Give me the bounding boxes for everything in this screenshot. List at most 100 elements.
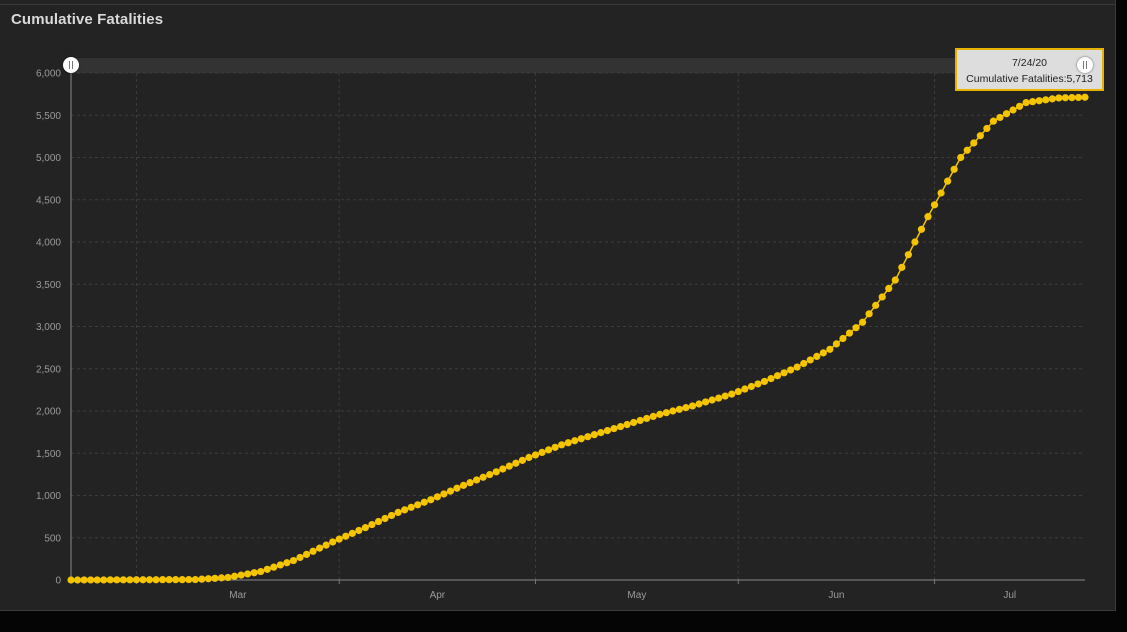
data-point[interactable] (741, 385, 749, 393)
data-point[interactable] (466, 479, 474, 487)
data-point[interactable] (872, 301, 880, 309)
data-point[interactable] (924, 213, 932, 221)
data-point[interactable] (224, 573, 232, 582)
data-point[interactable] (715, 394, 723, 402)
data-point[interactable] (643, 414, 651, 423)
data-point[interactable] (891, 276, 899, 284)
range-slider-track[interactable] (71, 58, 1085, 73)
data-point[interactable] (917, 225, 926, 233)
data-point[interactable] (787, 366, 795, 374)
data-point[interactable] (244, 570, 252, 578)
data-point[interactable] (930, 201, 939, 209)
data-point[interactable] (800, 359, 808, 368)
data-point[interactable] (276, 561, 284, 569)
data-point[interactable] (361, 524, 369, 532)
data-point[interactable] (728, 390, 736, 398)
data-point[interactable] (721, 392, 729, 400)
data-point[interactable] (885, 284, 893, 293)
data-point[interactable] (701, 398, 710, 406)
data-point[interactable] (832, 340, 841, 348)
data-point[interactable] (551, 443, 559, 451)
data-point[interactable] (505, 462, 513, 470)
data-point[interactable] (73, 576, 82, 584)
data-point[interactable] (309, 547, 317, 555)
data-point[interactable] (80, 576, 88, 584)
data-point[interactable] (1081, 93, 1089, 101)
data-point[interactable] (957, 153, 965, 162)
data-point[interactable] (531, 451, 540, 459)
range-slider-left-handle[interactable] (63, 57, 79, 73)
data-point[interactable] (793, 363, 801, 371)
data-point[interactable] (387, 511, 396, 520)
data-point[interactable] (283, 559, 291, 567)
data-point[interactable] (289, 556, 298, 565)
data-point[interactable] (322, 541, 330, 549)
data-point[interactable] (126, 576, 134, 584)
data-point[interactable] (394, 508, 402, 516)
data-point[interactable] (453, 484, 461, 492)
data-point[interactable] (1061, 94, 1069, 102)
data-point[interactable] (649, 412, 657, 421)
data-point[interactable] (217, 574, 226, 582)
data-point[interactable] (178, 576, 186, 584)
data-point[interactable] (486, 470, 494, 479)
data-point[interactable] (342, 532, 350, 540)
data-point[interactable] (512, 459, 520, 467)
data-point[interactable] (1022, 98, 1030, 107)
data-point[interactable] (433, 493, 441, 501)
data-point[interactable] (839, 334, 847, 343)
data-point[interactable] (571, 437, 579, 445)
data-point[interactable] (858, 318, 867, 326)
data-point[interactable] (492, 468, 500, 476)
data-point[interactable] (603, 427, 612, 435)
data-point[interactable] (1009, 106, 1017, 114)
data-point[interactable] (525, 453, 533, 462)
data-point[interactable] (67, 576, 75, 584)
data-point[interactable] (610, 424, 618, 433)
data-point[interactable] (1048, 95, 1056, 103)
data-point[interactable] (348, 529, 356, 537)
data-point[interactable] (518, 456, 526, 464)
data-point[interactable] (479, 473, 487, 481)
data-point[interactable] (538, 448, 546, 457)
data-point[interactable] (401, 506, 409, 514)
data-point[interactable] (230, 572, 239, 580)
data-point[interactable] (636, 416, 644, 425)
data-point[interactable] (172, 576, 180, 584)
data-point[interactable] (747, 382, 755, 391)
data-point[interactable] (656, 410, 664, 418)
data-point[interactable] (315, 544, 324, 552)
data-point[interactable] (1074, 93, 1083, 102)
data-point[interactable] (368, 520, 376, 529)
data-point[interactable] (734, 387, 742, 396)
data-point[interactable] (989, 117, 998, 125)
data-point[interactable] (459, 481, 468, 489)
data-point[interactable] (420, 498, 428, 506)
data-point[interactable] (826, 345, 834, 353)
data-point[interactable] (1035, 97, 1043, 105)
data-point[interactable] (675, 405, 684, 413)
data-point[interactable] (374, 517, 383, 526)
data-point[interactable] (100, 576, 108, 584)
data-point[interactable] (158, 576, 167, 584)
data-point[interactable] (544, 446, 553, 454)
data-point[interactable] (970, 139, 978, 147)
data-point[interactable] (976, 132, 984, 140)
data-point[interactable] (1055, 94, 1063, 102)
data-point[interactable] (152, 576, 160, 584)
data-point[interactable] (185, 575, 193, 584)
data-point[interactable] (1029, 98, 1037, 106)
data-point[interactable] (996, 113, 1004, 122)
data-point[interactable] (1042, 96, 1050, 104)
data-point[interactable] (865, 310, 873, 318)
data-point[interactable] (446, 487, 455, 495)
data-point[interactable] (257, 567, 265, 576)
data-point[interactable] (237, 571, 245, 579)
data-point[interactable] (355, 526, 363, 535)
data-point[interactable] (414, 501, 422, 509)
data-point[interactable] (845, 329, 854, 337)
data-point[interactable] (819, 349, 827, 357)
data-point[interactable] (113, 576, 121, 584)
data-point[interactable] (329, 538, 337, 546)
data-point[interactable] (911, 238, 919, 246)
